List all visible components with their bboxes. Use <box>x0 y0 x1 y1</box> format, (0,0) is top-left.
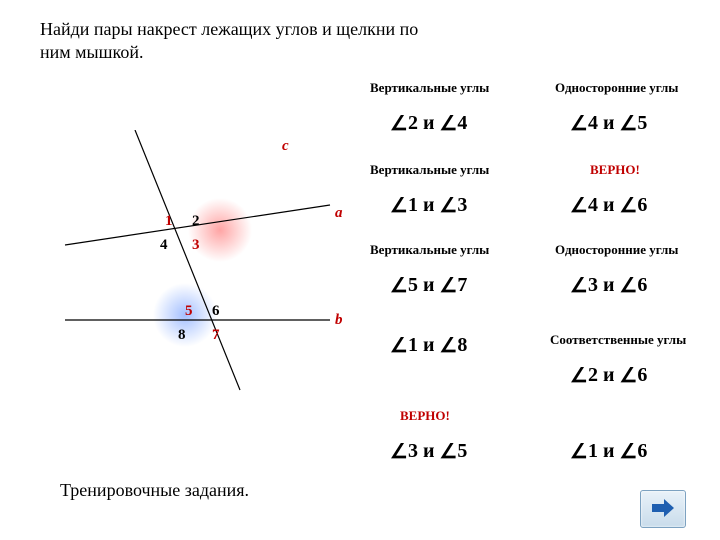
angle-3[interactable]: 3 <box>192 237 200 254</box>
label-a: a <box>335 205 343 222</box>
header-5: Соответственные углы <box>550 332 686 348</box>
angle-6[interactable]: 6 <box>212 303 220 320</box>
pair-1[interactable]: ∠4 и ∠5 <box>570 110 647 135</box>
angle-8[interactable]: 8 <box>178 327 186 344</box>
pair-9[interactable]: ∠1 и ∠6 <box>570 438 647 463</box>
header-4: Односторонние углы <box>555 242 678 258</box>
label-c: c <box>282 138 289 155</box>
angle-7[interactable]: 7 <box>212 327 220 344</box>
footer-text: Тренировочные задания. <box>60 480 249 501</box>
angles-diagram <box>30 130 350 410</box>
instruction-line2: ним мышкой. <box>40 42 143 62</box>
angle-2[interactable]: 2 <box>192 213 200 230</box>
header-1: Односторонние углы <box>555 80 678 96</box>
angle-5[interactable]: 5 <box>185 303 193 320</box>
angle-4[interactable]: 4 <box>160 237 168 254</box>
pair-5[interactable]: ∠3 и ∠6 <box>570 272 647 297</box>
pair-8[interactable]: ∠3 и ∠5 <box>390 438 467 463</box>
verno-0: ВЕРНО! <box>590 162 640 178</box>
pair-2[interactable]: ∠1 и ∠3 <box>390 192 467 217</box>
header-2: Вертикальные углы <box>370 162 489 178</box>
next-button[interactable] <box>640 490 686 528</box>
angle-1[interactable]: 1 <box>165 213 173 230</box>
pair-6[interactable]: ∠1 и ∠8 <box>390 332 467 357</box>
arrow-right-icon <box>650 497 676 519</box>
header-3: Вертикальные углы <box>370 242 489 258</box>
header-0: Вертикальные углы <box>370 80 489 96</box>
pair-3[interactable]: ∠4 и ∠6 <box>570 192 647 217</box>
verno-1: ВЕРНО! <box>400 408 450 424</box>
pair-0[interactable]: ∠2 и ∠4 <box>390 110 467 135</box>
pair-7[interactable]: ∠2 и ∠6 <box>570 362 647 387</box>
instruction-text: Найди пары накрест лежащих углов и щелкн… <box>40 18 418 65</box>
instruction-line1: Найди пары накрест лежащих углов и щелкн… <box>40 19 418 39</box>
label-b: b <box>335 312 343 329</box>
pair-4[interactable]: ∠5 и ∠7 <box>390 272 467 297</box>
